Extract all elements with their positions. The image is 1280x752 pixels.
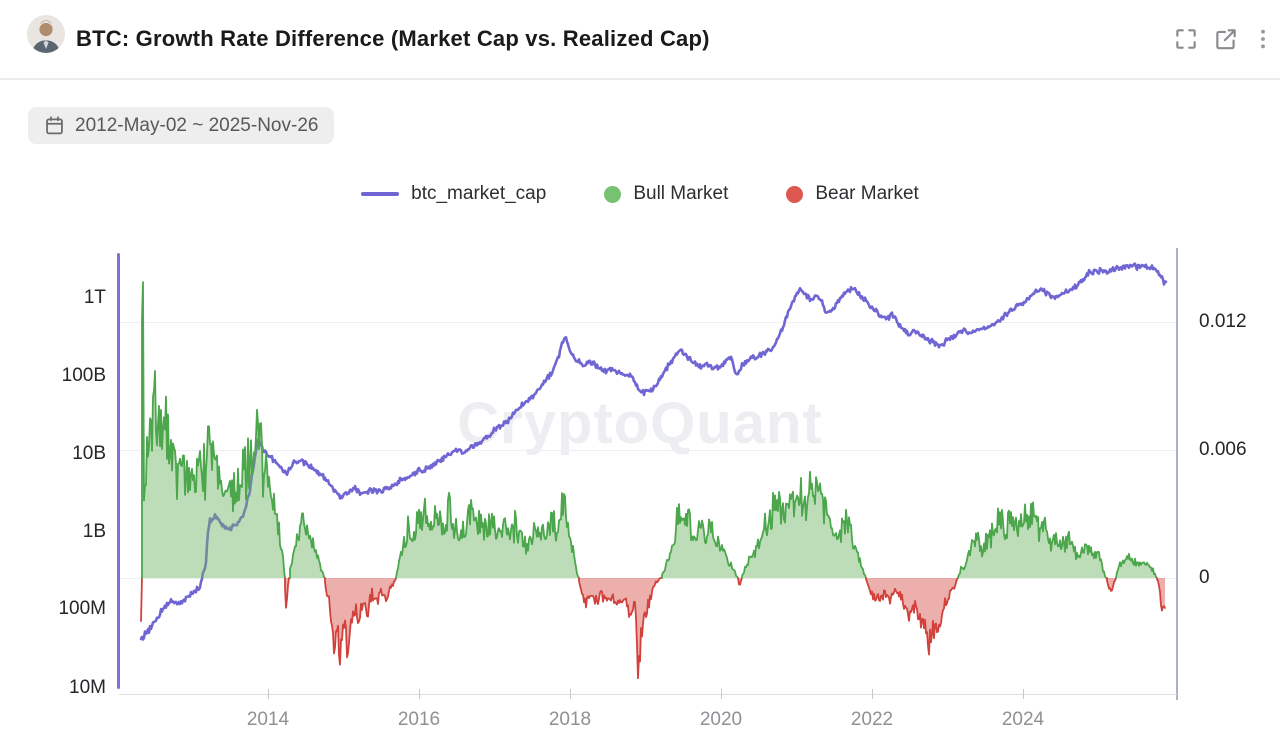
x-axis-line bbox=[119, 694, 1177, 695]
x-tick bbox=[721, 689, 722, 699]
y-left-tick-label: 100M bbox=[58, 598, 106, 619]
left-axis-line bbox=[117, 253, 120, 689]
y-left-tick-label: 1T bbox=[83, 287, 106, 308]
date-range-picker[interactable]: 2012-May-02 ~ 2025-Nov-26 bbox=[28, 107, 335, 144]
fullscreen-icon bbox=[1176, 29, 1196, 49]
open-external-button[interactable] bbox=[1206, 19, 1246, 59]
legend: btc_market_cap Bull Market Bear Market bbox=[0, 183, 1280, 205]
x-tick bbox=[570, 689, 571, 699]
y-right-tick-label: 0.012 bbox=[1199, 311, 1247, 332]
x-tick-label: 2014 bbox=[246, 709, 290, 730]
bull-dot-icon bbox=[604, 185, 622, 203]
date-range-label: 2012-May-02 ~ 2025-Nov-26 bbox=[75, 114, 319, 136]
x-tick bbox=[872, 689, 873, 699]
external-link-icon bbox=[1216, 29, 1236, 50]
bear-dot-icon bbox=[786, 185, 804, 203]
more-menu-button[interactable] bbox=[1246, 19, 1280, 59]
calendar-icon bbox=[46, 116, 63, 135]
line-swatch-icon bbox=[361, 192, 400, 196]
y-left-tick-label: 10B bbox=[72, 443, 106, 464]
y-right-tick-label: 0 bbox=[1199, 567, 1210, 588]
x-tick bbox=[1023, 689, 1024, 699]
legend-label: btc_market_cap bbox=[411, 183, 547, 204]
y-right-tick-label: 0.006 bbox=[1199, 439, 1247, 460]
x-tick-label: 2024 bbox=[1001, 709, 1045, 730]
legend-label: Bear Market bbox=[815, 183, 919, 204]
right-axis-line bbox=[1176, 248, 1178, 700]
kebab-menu-icon bbox=[1261, 29, 1265, 49]
x-tick-label: 2020 bbox=[699, 709, 743, 730]
y-left-tick-label: 10M bbox=[69, 677, 106, 698]
y-left-tick-label: 100B bbox=[61, 365, 106, 386]
legend-label: Bull Market bbox=[633, 183, 729, 204]
header-actions bbox=[1166, 0, 1280, 78]
x-tick-label: 2016 bbox=[397, 709, 441, 730]
chart-area: CryptoQuant 1T 100B 10B 1B 100M 10M 0.01… bbox=[0, 240, 1280, 740]
chart-plot[interactable] bbox=[119, 250, 1177, 695]
x-tick-label: 2018 bbox=[548, 709, 592, 730]
x-tick bbox=[419, 689, 420, 699]
page-title: BTC: Growth Rate Difference (Market Cap … bbox=[76, 26, 710, 51]
avatar-photo bbox=[27, 15, 65, 53]
x-tick-label: 2022 bbox=[850, 709, 894, 730]
fullscreen-button[interactable] bbox=[1166, 19, 1206, 59]
y-left-tick-label: 1B bbox=[82, 521, 106, 542]
x-tick bbox=[268, 689, 269, 699]
header: BTC: Growth Rate Difference (Market Cap … bbox=[0, 0, 1280, 80]
legend-item-bull-market[interactable]: Bull Market bbox=[604, 183, 728, 205]
legend-item-bear-market[interactable]: Bear Market bbox=[786, 183, 919, 205]
legend-item-btc-market-cap[interactable]: btc_market_cap bbox=[361, 183, 546, 205]
avatar[interactable] bbox=[27, 15, 65, 53]
